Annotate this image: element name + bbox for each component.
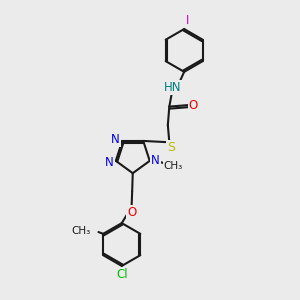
Text: O: O: [188, 99, 198, 112]
Text: HN: HN: [164, 81, 182, 94]
Text: I: I: [186, 14, 189, 27]
Text: S: S: [167, 141, 175, 154]
Text: CH₃: CH₃: [164, 161, 183, 171]
Text: N: N: [151, 154, 160, 167]
Text: N: N: [105, 156, 114, 169]
Text: CH₃: CH₃: [71, 226, 91, 236]
Text: O: O: [127, 206, 136, 219]
Text: N: N: [111, 133, 120, 146]
Text: Cl: Cl: [116, 268, 128, 281]
